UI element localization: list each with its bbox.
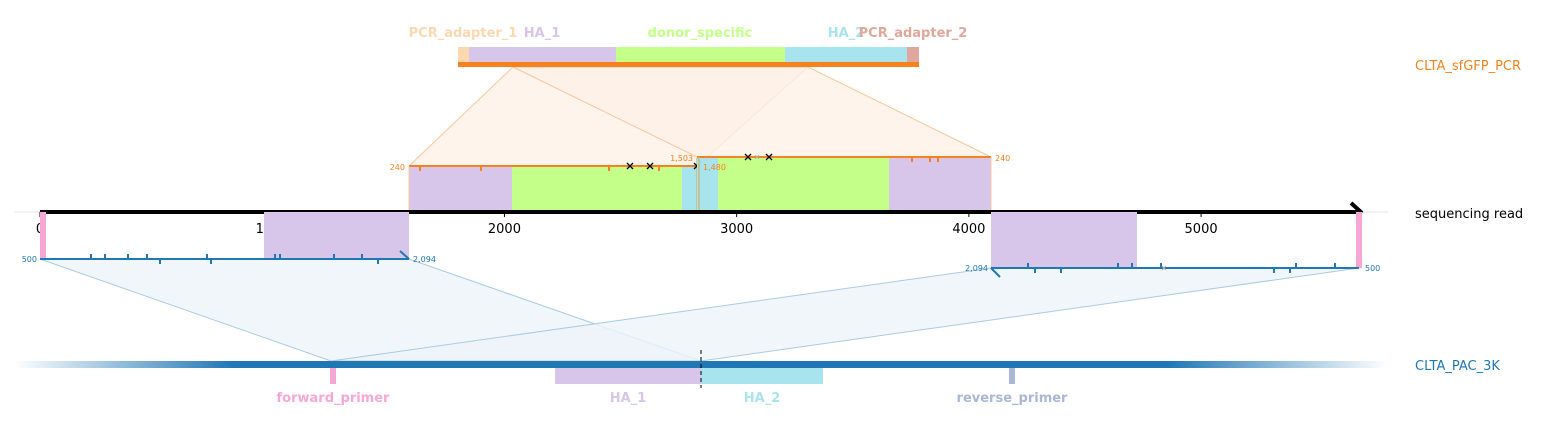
- pac-feature-forward-primer: [330, 368, 336, 384]
- pac-right-start-hook: [990, 267, 1001, 278]
- pcr-label-pcr-adapter-1: PCR_adapter_1: [409, 26, 518, 41]
- read-axis-tick-label: 5000: [1185, 222, 1218, 237]
- pac-label-reverse-primer: reverse_primer: [957, 391, 1069, 406]
- pac-right-ha-1-block: [991, 212, 1137, 268]
- pac-label-ha-1: HA_1: [610, 391, 647, 406]
- pac-track: forward_primer HA_1 HA_2 reverse_primer …: [14, 350, 1500, 406]
- pcr-label-ha-2: HA_2: [828, 26, 865, 41]
- read-axis-tick-label: 4000: [952, 222, 985, 237]
- pcr-alignment-left: 240 1,503: [390, 154, 701, 212]
- pcr-right-ha-1-block: [889, 157, 991, 212]
- pcr-feature-ha-1: [469, 47, 616, 63]
- pac-label-ha-2: HA_2: [744, 391, 781, 406]
- pcr-right-deletion-marks: [744, 153, 773, 161]
- pcr-label-donor-specific: donor_specific: [648, 26, 753, 41]
- pcr-left-donor-block: [512, 166, 682, 212]
- read-track-label: sequencing read: [1415, 207, 1523, 222]
- pac-feature-ha-1: [555, 368, 701, 384]
- pac-label-forward-primer: forward_primer: [277, 391, 391, 406]
- pac-left-start-coordinate: 500: [22, 255, 37, 264]
- pcr-feature-ha-2: [785, 47, 907, 63]
- pcr-left-ha-1-block: [409, 166, 512, 212]
- pac-left-end-hook: [399, 250, 410, 260]
- pcr-label-ha-1: HA_1: [524, 26, 561, 41]
- pcr-right-faint-mark: [754, 154, 760, 160]
- pcr-label-pcr-adapter-2: PCR_adapter_2: [859, 26, 968, 41]
- read-axis-tick-label: 2000: [488, 222, 521, 237]
- pcr-right-start-coordinate: 1,480: [703, 163, 726, 172]
- pac-left-mismatch-ticks: [90, 254, 379, 264]
- pcr-backbone: [458, 62, 919, 67]
- pcr-right-donor-block: [718, 157, 889, 212]
- pcr-right-end-coordinate: 240: [995, 154, 1010, 163]
- pcr-feature-pcr-adapter-1: [458, 47, 469, 63]
- pcr-left-ha-2-block: [682, 166, 697, 212]
- pac-alignment-right: 2,094 500: [965, 212, 1380, 278]
- pcr-alignment-right: 1,480 240: [697, 153, 1010, 212]
- pcr-right-ha-2-block: [697, 157, 718, 212]
- pac-right-mismatch-ticks: [1027, 263, 1336, 273]
- pac-right-faint-mark: [1161, 265, 1167, 271]
- pac-feature-reverse-primer: [1009, 368, 1015, 384]
- pac-track-label: CLTA_PAC_3K: [1415, 359, 1500, 374]
- pac-alignment-left: 500 2,094: [22, 212, 436, 264]
- pcr-track-label: CLTA_sfGFP_PCR: [1415, 59, 1521, 74]
- pac-feature-ha-2: [701, 368, 823, 384]
- pcr-left-start-coordinate: 240: [390, 163, 405, 172]
- pcr-left-end-coordinate: 1,503: [670, 154, 693, 163]
- pcr-right-mismatch-ticks: [911, 157, 939, 162]
- pac-right-end-coordinate: 500: [1365, 264, 1380, 273]
- pac-left-ha-1-block: [264, 212, 409, 259]
- pac-right-reverse-primer-block: [1356, 212, 1362, 268]
- pac-right-start-coordinate: 2,094: [965, 264, 988, 273]
- pac-left-end-coordinate: 2,094: [413, 255, 436, 264]
- pcr-track: PCR_adapter_1 HA_1 donor_specific HA_2 P…: [409, 26, 1521, 74]
- read-axis-tick-label: 3000: [720, 222, 753, 237]
- read-strand-arrowhead: [1349, 201, 1364, 215]
- pcr-left-mismatch-ticks: [419, 166, 660, 171]
- pcr-feature-pcr-adapter-2: [907, 47, 919, 63]
- read-track: sequencing read 010002000300040005000: [14, 201, 1523, 237]
- pac-left-forward-primer-block: [40, 212, 46, 259]
- pcr-feature-donor-specific: [616, 47, 785, 63]
